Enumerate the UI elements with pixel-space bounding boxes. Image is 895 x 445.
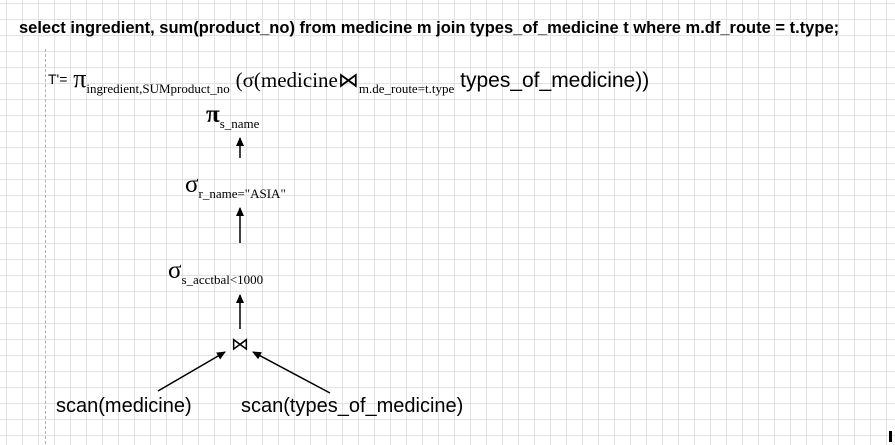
selection-border [45, 49, 47, 444]
sql-query: select ingredient, sum(product_no) from … [19, 19, 840, 37]
relational-algebra-expression: T'= πingredient,SUMproduct_no (σ(medicin… [48, 64, 649, 97]
tree-node-select-acctbal: σs_acctbal<1000 [168, 257, 264, 287]
tree-node-select-region: σr_name="ASIA" [185, 171, 286, 201]
text-cursor [889, 431, 892, 442]
expression-close: types_of_medicine)) [460, 69, 650, 92]
expression-open: (σ(medicine⋈ [235, 68, 359, 92]
tree-leaf-scan-types-of-medicine: scan(types_of_medicine) [241, 395, 464, 417]
arrow-leftleaf-to-join [157, 351, 226, 392]
projection-subscript: ingredient,SUMproduct_no [86, 81, 230, 96]
tree-node-join: ⋈ [231, 334, 249, 354]
join-subscript: m.de_route=t.type [358, 81, 455, 96]
projection-symbol: π [73, 64, 87, 93]
arrow-rightleaf-to-join [252, 351, 331, 394]
expression-label: T'= [48, 71, 68, 87]
tree-leaf-scan-medicine: scan(medicine) [56, 395, 192, 417]
tree-node-projection: πs_name [206, 101, 260, 131]
